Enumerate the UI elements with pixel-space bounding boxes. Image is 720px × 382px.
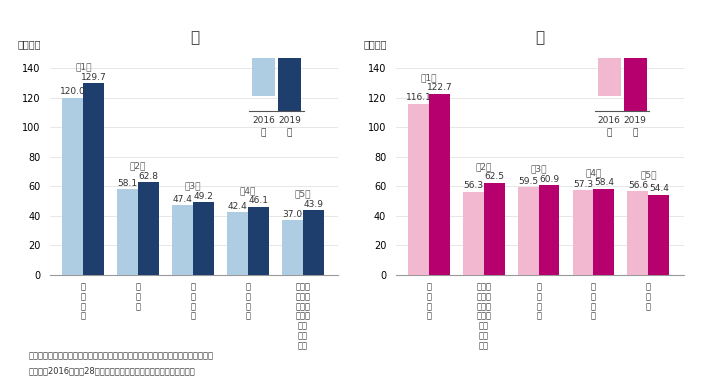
Bar [302,210,323,275]
Text: 59.5: 59.5 [518,177,539,186]
Text: 47.4: 47.4 [173,194,192,204]
Text: 49.2: 49.2 [194,192,213,201]
Text: ㅨ1位: ㅨ1位 [420,73,437,82]
Title: 女: 女 [536,30,544,45]
Bar [593,189,614,275]
Text: 高
血
圧
症: 高 血 圧 症 [426,283,431,321]
Text: 60.9: 60.9 [539,175,559,184]
Text: 歯
の
病
気: 歯 の 病 気 [591,283,596,321]
Text: 57.3: 57.3 [573,180,593,189]
Text: 46.1: 46.1 [248,196,269,206]
Text: 2019: 2019 [278,115,301,125]
Bar [252,58,275,96]
Text: 2019: 2019 [624,115,647,125]
Text: 人口千対: 人口千対 [364,40,387,50]
Bar [84,83,104,275]
Text: （高脂
ロ質血
ー異症
ルコ・
血レ
症テ
等）: （高脂 ロ質血 ー異症 ルコ・ 血レ 症テ 等） [476,283,491,350]
Text: ２）2016（平成28）年の数値は、熊本県を除いたものである。: ２）2016（平成28）年の数値は、熊本県を除いたものである。 [29,367,196,376]
Text: 高
血
圧
症: 高 血 圧 症 [81,283,86,321]
Text: 56.3: 56.3 [463,181,483,190]
Text: 2016: 2016 [252,115,275,125]
Text: 糖
尿
病: 糖 尿 病 [135,283,140,311]
Text: 年: 年 [287,129,292,138]
Text: 56.6: 56.6 [628,181,648,190]
Text: ㅨ5位: ㅨ5位 [294,189,311,198]
Text: 眼
の
病
気: 眼 の 病 気 [246,283,251,321]
Bar [282,220,302,275]
Bar [628,191,648,275]
Text: 129.7: 129.7 [81,73,107,82]
Text: 122.7: 122.7 [426,83,452,92]
Text: 120.0: 120.0 [60,87,86,96]
Bar [63,98,84,275]
Text: ㅨ3位: ㅨ3位 [185,181,202,191]
Text: 眼
の
病
気: 眼 の 病 気 [536,283,541,321]
Text: 116.1: 116.1 [405,93,431,102]
Bar [172,205,193,275]
Text: （高脂
ロ質血
ー異症
ルコ・
血レ
症テ
等）: （高脂 ロ質血 ー異症 ルコ・ 血レ 症テ 等） [295,283,310,350]
Text: ㅨ4位: ㅨ4位 [585,168,602,177]
Text: 58.4: 58.4 [594,178,614,187]
Bar [193,202,214,275]
Text: 37.0: 37.0 [282,210,302,219]
Text: 注：１）通院者には入院者は含まないが、分母となる世帯人員には入院者を含む。: 注：１）通院者には入院者は含まないが、分母となる世帯人員には入院者を含む。 [29,351,214,361]
Title: 男: 男 [190,30,199,45]
Text: ㅨ1位: ㅨ1位 [75,63,91,72]
Bar [429,94,450,275]
Bar [572,190,593,275]
Bar [408,104,429,275]
Text: 腰
痛
症: 腰 痛 症 [646,283,651,311]
Text: 歯
の
病
気: 歯 の 病 気 [191,283,196,321]
Text: ㅨ2位: ㅨ2位 [130,162,146,170]
Text: 年: 年 [606,129,612,138]
Text: ㅨ2位: ㅨ2位 [476,162,492,171]
Bar [278,58,301,111]
Bar [484,183,505,275]
Text: 54.4: 54.4 [649,184,669,193]
Text: 年: 年 [261,129,266,138]
Text: ㅨ5位: ㅨ5位 [640,171,657,180]
Bar [117,189,138,275]
Bar [463,192,484,275]
Text: 58.1: 58.1 [117,179,138,188]
Text: 人口千対: 人口千対 [18,40,42,50]
Text: 62.8: 62.8 [138,172,158,181]
Bar [648,195,669,275]
Bar [227,212,248,275]
Text: 62.5: 62.5 [484,172,504,181]
Bar [248,207,269,275]
Text: 43.9: 43.9 [303,200,323,209]
Bar [518,187,539,275]
Bar [598,58,621,96]
Bar [539,185,559,275]
Text: 2016: 2016 [598,115,621,125]
Bar [624,58,647,111]
Text: ㅨ3位: ㅨ3位 [531,164,547,173]
Text: 42.4: 42.4 [228,202,248,211]
Text: ㅨ4位: ㅨ4位 [240,186,256,195]
Text: 年: 年 [632,129,638,138]
Bar [138,182,159,275]
